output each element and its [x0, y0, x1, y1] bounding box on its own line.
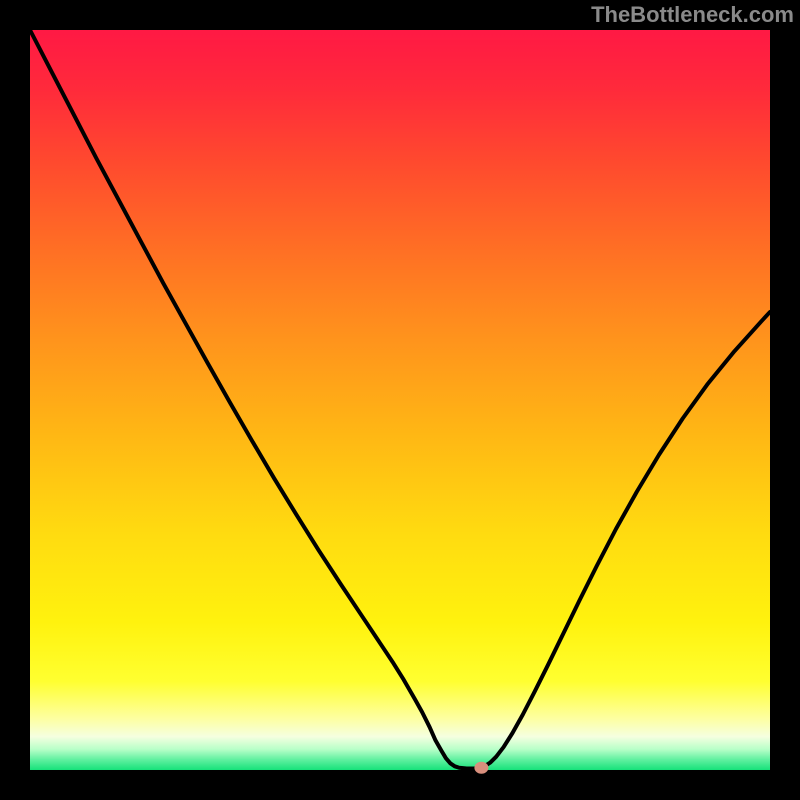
- chart-container: TheBottleneck.com: [0, 0, 800, 800]
- bottleneck-chart: [0, 0, 800, 800]
- plot-area: [30, 30, 770, 770]
- optimal-point-marker: [474, 762, 488, 774]
- watermark-text: TheBottleneck.com: [591, 2, 794, 28]
